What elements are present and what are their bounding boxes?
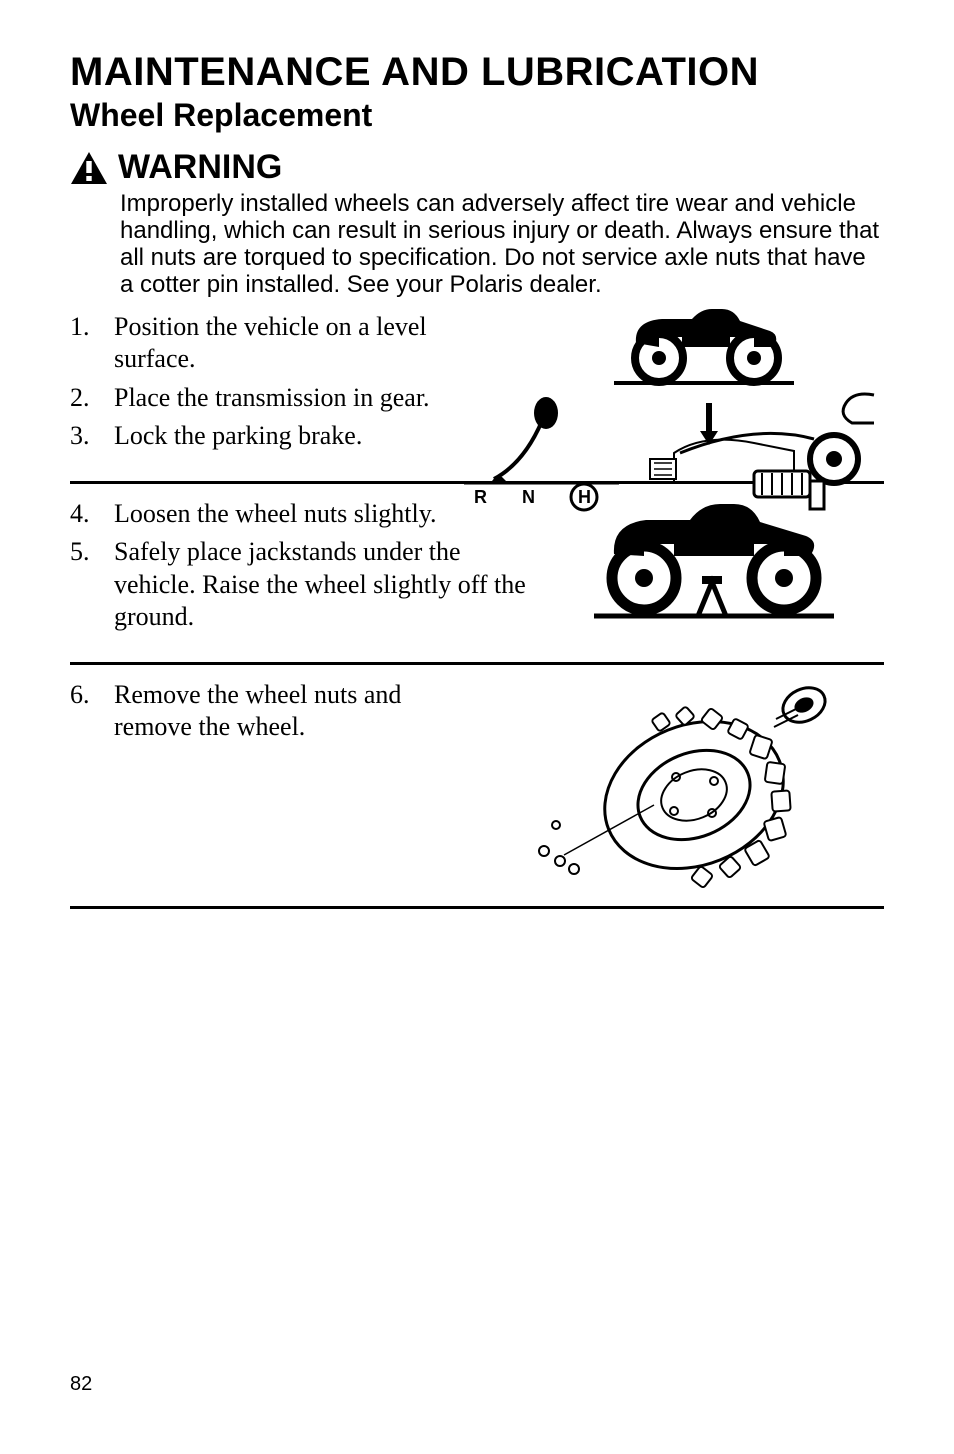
page-number: 82 <box>70 1373 92 1396</box>
section-3-illustration <box>494 675 854 895</box>
step-2: 2.Place the transmission in gear. <box>70 382 440 415</box>
section-1: 1.Position the vehicle on a level surfac… <box>70 311 884 484</box>
wheel-removal-icon <box>539 681 831 894</box>
sub-title: Wheel Replacement <box>70 97 884 134</box>
step-text: Remove the wheel nuts and remove the whe… <box>114 679 450 744</box>
step-num: 1. <box>70 311 114 376</box>
parking-brake-icon <box>650 394 874 509</box>
step-text: Loosen the wheel nuts slightly. <box>114 498 437 531</box>
atv-on-jackstand-icon <box>594 504 834 616</box>
step-num: 4. <box>70 498 114 531</box>
step-num: 3. <box>70 420 114 453</box>
warning-body: Improperly installed wheels can adversel… <box>120 191 884 299</box>
warning-heading: WARNING <box>118 148 282 187</box>
step-4: 4.Loosen the wheel nuts slightly. <box>70 498 530 531</box>
step-3: 3.Lock the parking brake. <box>70 420 440 453</box>
warning-triangle-icon <box>70 151 108 185</box>
step-text: Place the transmission in gear. <box>114 382 430 415</box>
section-2: 4.Loosen the wheel nuts slightly. 5.Safe… <box>70 498 884 665</box>
warning-heading-row: WARNING <box>70 148 884 187</box>
step-5: 5.Safely place jackstands under the vehi… <box>70 536 530 634</box>
section-2-illustration <box>594 496 834 626</box>
section-1-illustration: R N H <box>454 303 884 513</box>
step-num: 2. <box>70 382 114 415</box>
atv-on-level-ground-icon <box>614 309 794 383</box>
step-num: 5. <box>70 536 114 634</box>
step-1: 1.Position the vehicle on a level surfac… <box>70 311 440 376</box>
step-text: Position the vehicle on a level surface. <box>114 311 440 376</box>
main-title: MAINTENANCE AND LUBRICATION <box>70 50 884 95</box>
section-3: 6.Remove the wheel nuts and remove the w… <box>70 679 884 909</box>
gear-shift-icon: R N H <box>464 397 619 510</box>
step-6: 6.Remove the wheel nuts and remove the w… <box>70 679 450 744</box>
step-text: Lock the parking brake. <box>114 420 362 453</box>
step-text: Safely place jackstands under the vehicl… <box>114 536 530 634</box>
step-num: 6. <box>70 679 114 744</box>
